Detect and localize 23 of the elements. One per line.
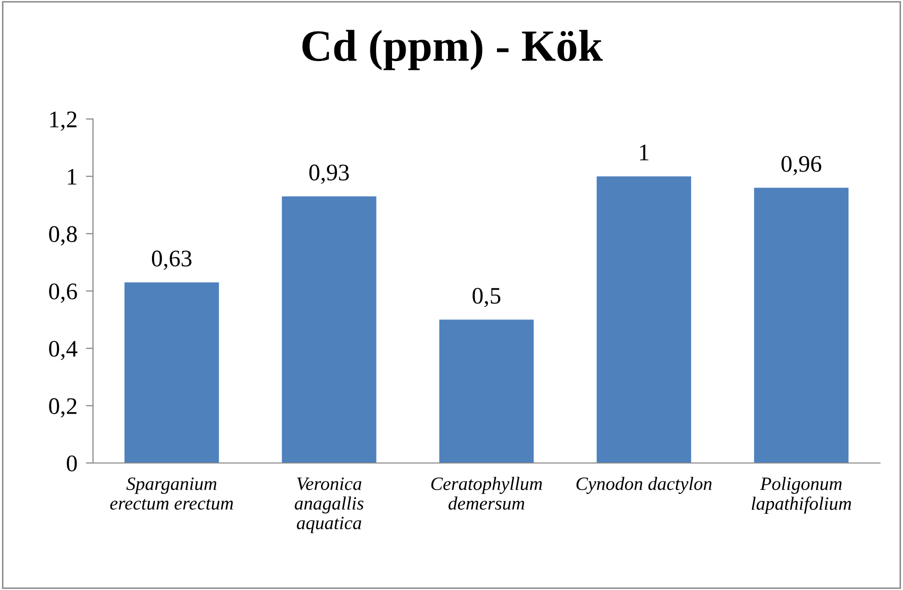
y-tick-label: 0,4 [49,340,78,360]
x-tick-label: Ceratophyllum demersum [431,476,542,510]
bar [124,282,219,463]
bar [439,320,534,463]
x-tick-label: Poligonum lapathifolium [752,476,852,514]
y-tick-label: 0 [66,455,77,472]
data-label: 1 [640,144,648,160]
x-tick-label: Sparganium erectum erectum [110,477,233,510]
y-tick-label: 0,8 [49,226,77,246]
x-tick-label: Veronica anagallis aquatica [294,477,364,534]
data-label: 0,96 [782,156,822,176]
data-label: 0,93 [309,164,349,184]
bar [754,188,849,463]
data-label: 0,63 [152,250,192,270]
x-tick-label: Cynodon dactylon [576,476,712,494]
data-label: 0,5 [472,288,500,308]
y-tick-label: 0,2 [49,398,76,418]
y-tick-label: 1 [68,168,76,185]
chart-title: Cd (ppm) - Kök [302,30,603,70]
y-tick-label: 0,6 [49,283,78,303]
bar [596,176,692,463]
y-tick-label: 1,2 [50,112,76,131]
bar [282,196,376,463]
